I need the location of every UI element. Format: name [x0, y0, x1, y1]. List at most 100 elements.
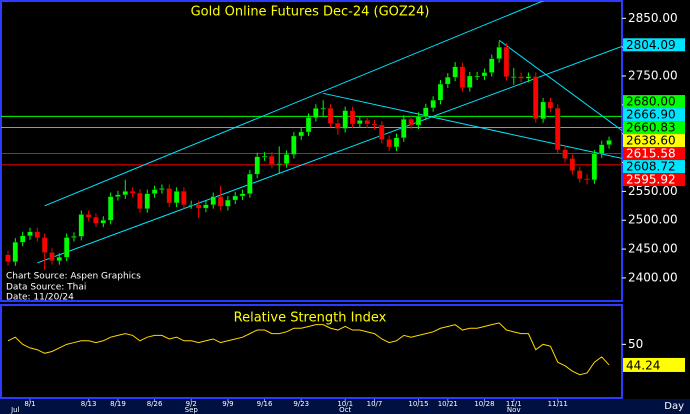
candle-body — [364, 120, 370, 125]
x-tick-label: 11/11 — [548, 400, 568, 408]
plot-layer — [7, 322, 610, 376]
candle-body — [12, 242, 18, 262]
candle-body — [591, 153, 598, 180]
candle-body — [474, 75, 480, 78]
candle-body — [401, 119, 407, 138]
price-tag — [623, 121, 685, 135]
x-tick-label: 8/13 — [81, 400, 97, 408]
candle-body — [93, 217, 99, 224]
candle-body — [85, 214, 92, 218]
candle-body — [122, 191, 128, 195]
x-axis-label: Day — [664, 401, 684, 412]
price-tag — [623, 134, 685, 148]
candle-body — [437, 83, 444, 101]
candle-body — [459, 66, 466, 88]
trend-line — [498, 39, 622, 131]
candle-body — [371, 123, 378, 126]
candle-body — [100, 220, 106, 224]
price-tag-label: 2615.58 — [626, 147, 676, 161]
candle-body — [393, 137, 400, 148]
x-tick-label: 11/1 — [506, 400, 522, 408]
y-tick-label: 2450.00 — [628, 242, 678, 256]
x-tick-label: 9/23 — [293, 400, 309, 408]
candle-body — [261, 156, 268, 158]
annotation: Date: 11/20/24 — [6, 293, 74, 303]
price-tag — [623, 173, 685, 187]
price-panel — [0, 0, 623, 302]
candle-body — [276, 163, 282, 165]
candle-body — [195, 204, 202, 209]
price-tag-label: 2666.90 — [626, 108, 676, 122]
x-tick-label: 8/26 — [147, 400, 163, 408]
price-tag-label: 2804.09 — [626, 38, 676, 52]
candle-body — [503, 47, 510, 77]
candle-body — [562, 149, 568, 159]
candle-body — [254, 156, 260, 175]
candle-body — [144, 193, 150, 209]
annotation: Data Source: Thai — [6, 283, 86, 293]
price-tag — [623, 108, 685, 122]
candle-body — [408, 119, 414, 126]
candle-body — [34, 231, 40, 238]
candle-body — [430, 100, 436, 108]
candle-body — [239, 193, 246, 197]
price-tag — [623, 38, 685, 52]
candle-body — [569, 158, 576, 171]
candle-body — [305, 117, 312, 133]
candle-body — [151, 189, 158, 194]
y-tick-label: 2500.00 — [628, 213, 678, 227]
month-label: Oct — [339, 406, 351, 414]
annotation: Chart Source: Aspen Graphics — [6, 272, 141, 282]
rsi-title: Relative Strength Index — [234, 311, 387, 326]
x-tick-label: 9/9 — [222, 400, 233, 408]
y-tick-label: 2750.00 — [628, 69, 678, 83]
candle-body — [269, 156, 275, 165]
candle-body — [540, 101, 546, 119]
rsi-line — [7, 322, 610, 376]
price-tag-label: 2608.72 — [626, 160, 676, 174]
candle-body — [298, 131, 304, 137]
candle-body — [42, 237, 48, 253]
candle-body — [342, 110, 348, 129]
price-tag-label: 2638.60 — [626, 134, 676, 148]
x-tick-label: 10/21 — [438, 400, 458, 408]
candle-body — [56, 257, 62, 261]
candle-body — [481, 72, 488, 77]
candle-body — [547, 101, 554, 109]
candle-body — [518, 76, 524, 79]
value-tag — [623, 357, 685, 372]
month-label: Sep — [185, 406, 199, 414]
x-tick-label: 10/1 — [337, 400, 353, 408]
candle-body — [584, 178, 590, 180]
candle-body — [379, 124, 385, 140]
candle-body — [210, 196, 216, 205]
candle-body — [386, 139, 392, 148]
candle-body — [115, 194, 121, 197]
trend-line — [323, 92, 622, 159]
candle-body — [555, 108, 561, 150]
y-tick-label: 2850.00 — [628, 11, 678, 25]
candle-body — [71, 236, 77, 238]
price-tag-label: 2680.00 — [626, 95, 676, 109]
candle-body — [349, 110, 356, 125]
price-tag-label: 2660.83 — [626, 121, 676, 135]
x-tick-label: 8/1 — [24, 400, 35, 408]
candle-body — [599, 144, 605, 155]
candle-body — [467, 75, 473, 88]
candle-body — [166, 188, 172, 204]
candle-body — [445, 77, 451, 85]
x-tick-label: 10/15 — [408, 400, 428, 408]
candle-body — [511, 76, 517, 78]
x-tick-label: 9/16 — [257, 400, 273, 408]
trend-line — [44, 1, 545, 207]
candle-body — [49, 252, 55, 261]
rsi-panel — [0, 304, 623, 399]
price-tag — [623, 95, 685, 109]
candle-body — [20, 235, 26, 243]
candle-body — [283, 154, 290, 164]
candle-body — [217, 196, 224, 207]
candle-body — [415, 116, 422, 126]
candle-body — [78, 214, 84, 237]
